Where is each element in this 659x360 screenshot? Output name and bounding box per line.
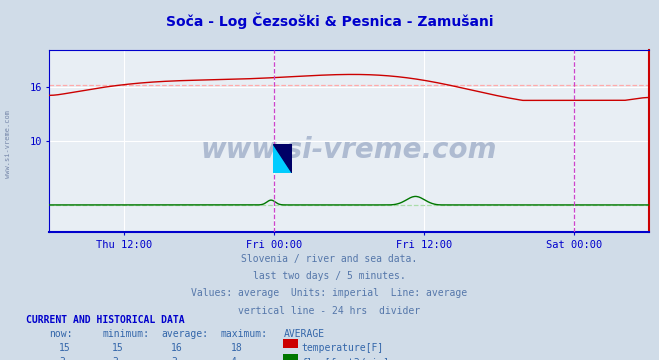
Polygon shape	[273, 144, 292, 173]
Text: www.si-vreme.com: www.si-vreme.com	[5, 110, 11, 178]
Text: temperature[F]: temperature[F]	[301, 343, 384, 353]
Text: 3: 3	[171, 357, 177, 360]
Polygon shape	[273, 144, 292, 173]
Text: average:: average:	[161, 329, 208, 339]
Text: flow[foot3/min]: flow[foot3/min]	[301, 357, 389, 360]
Text: Soča - Log Čezsoški & Pesnica - Zamušani: Soča - Log Čezsoški & Pesnica - Zamušani	[166, 13, 493, 29]
Text: www.si-vreme.com: www.si-vreme.com	[201, 136, 498, 165]
Text: 15: 15	[59, 343, 71, 353]
Text: 18: 18	[231, 343, 243, 353]
Text: 16: 16	[171, 343, 183, 353]
Text: CURRENT AND HISTORICAL DATA: CURRENT AND HISTORICAL DATA	[26, 315, 185, 325]
Text: 3: 3	[112, 357, 118, 360]
Text: vertical line - 24 hrs  divider: vertical line - 24 hrs divider	[239, 306, 420, 316]
Text: maximum:: maximum:	[221, 329, 268, 339]
Text: Slovenia / river and sea data.: Slovenia / river and sea data.	[241, 254, 418, 264]
Text: 3: 3	[59, 357, 65, 360]
Text: Values: average  Units: imperial  Line: average: Values: average Units: imperial Line: av…	[191, 288, 468, 298]
Text: 4: 4	[231, 357, 237, 360]
Text: 15: 15	[112, 343, 124, 353]
Text: AVERAGE: AVERAGE	[283, 329, 324, 339]
Text: last two days / 5 minutes.: last two days / 5 minutes.	[253, 271, 406, 281]
Text: minimum:: minimum:	[102, 329, 149, 339]
Text: now:: now:	[49, 329, 73, 339]
